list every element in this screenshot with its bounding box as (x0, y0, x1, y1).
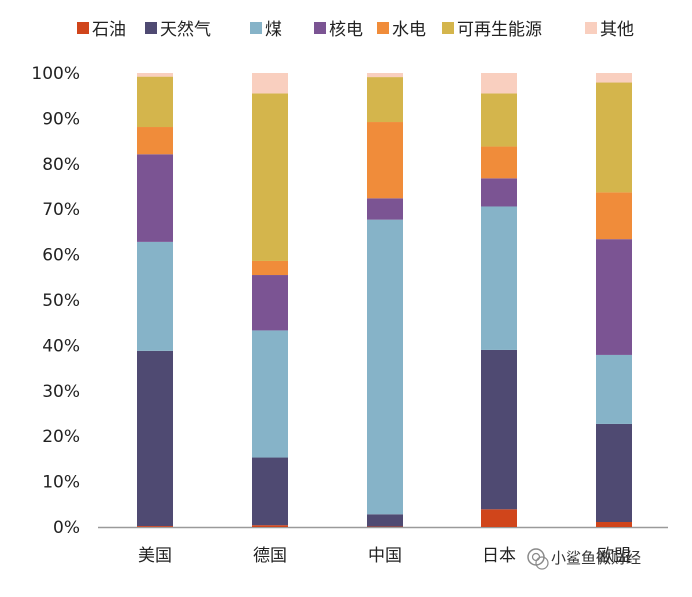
bar-segment-4 (367, 122, 403, 198)
bar-segment-5 (137, 77, 173, 127)
x-tick-label: 中国 (368, 546, 402, 566)
legend-swatch (77, 22, 89, 34)
bar-segment-4 (137, 127, 173, 154)
bar-segment-0 (481, 509, 517, 527)
legend-label: 核电 (329, 20, 363, 40)
bar-segment-2 (367, 220, 403, 515)
y-tick-label: 70% (42, 200, 80, 220)
legend-swatch (250, 22, 262, 34)
legend-label: 其他 (600, 20, 634, 40)
watermark-logo-icon (528, 549, 548, 569)
bar-segment-2 (252, 330, 288, 457)
y-axis: 0% 10% 20% 30% 40% 50% 60% 70% 80% 90% 100% (31, 64, 668, 538)
y-tick-label: 60% (42, 246, 80, 266)
bar-segment-6 (596, 73, 632, 83)
bar-segment-4 (252, 261, 288, 275)
watermark: 小鲨鱼微财经 (528, 549, 641, 569)
bar-segment-6 (481, 73, 517, 93)
y-tick-label: 20% (42, 427, 80, 447)
bar-segment-2 (481, 206, 517, 349)
legend-label: 石油 (92, 20, 126, 40)
bar-segment-5 (596, 83, 632, 193)
bar-segment-4 (596, 192, 632, 239)
legend-label: 天然气 (160, 20, 211, 40)
bar-segment-0 (137, 526, 173, 527)
legend-item-6: 其他 (585, 20, 634, 40)
legend-item-1: 天然气 (145, 20, 211, 40)
bar-segment-1 (137, 351, 173, 526)
y-tick-label: 80% (42, 155, 80, 175)
bar-stack-2 (367, 73, 403, 527)
bars (137, 73, 632, 527)
y-tick-label: 90% (42, 109, 80, 129)
watermark-text: 小鲨鱼微财经 (551, 549, 641, 567)
y-tick-label: 40% (42, 336, 80, 356)
bar-segment-3 (596, 239, 632, 355)
y-tick-label: 50% (42, 291, 80, 311)
bar-segment-1 (596, 424, 632, 522)
legend-label: 水电 (392, 20, 426, 40)
bar-segment-0 (252, 525, 288, 527)
legend-swatch (442, 22, 454, 34)
legend-item-3: 核电 (314, 20, 363, 40)
bar-segment-1 (481, 350, 517, 509)
y-tick-label: 10% (42, 473, 80, 493)
y-tick-label: 100% (31, 64, 80, 84)
y-tick-label: 30% (42, 382, 80, 402)
legend-swatch (585, 22, 597, 34)
bar-stack-4 (596, 73, 632, 527)
bar-stack-3 (481, 73, 517, 527)
bar-segment-5 (481, 93, 517, 146)
x-tick-label: 美国 (138, 546, 172, 566)
bar-stack-1 (252, 73, 288, 527)
bar-stack-0 (137, 73, 173, 527)
y-tick-label: 0% (53, 518, 80, 538)
bar-segment-3 (252, 275, 288, 330)
legend-item-2: 煤 (250, 20, 282, 40)
bar-segment-0 (596, 522, 632, 527)
bar-segment-6 (252, 73, 288, 93)
bar-segment-1 (252, 458, 288, 526)
bar-segment-2 (137, 242, 173, 351)
bar-segment-3 (137, 154, 173, 242)
bar-segment-2 (596, 355, 632, 424)
bar-segment-6 (137, 73, 173, 77)
bar-segment-3 (481, 178, 517, 206)
bar-segment-1 (367, 514, 403, 526)
bar-segment-5 (367, 77, 403, 122)
legend-swatch (145, 22, 157, 34)
bar-segment-6 (367, 73, 403, 77)
bar-segment-3 (367, 198, 403, 219)
bar-segment-5 (252, 93, 288, 261)
legend-item-4: 水电 (377, 20, 426, 40)
legend-swatch (377, 22, 389, 34)
legend-label: 煤 (265, 20, 282, 40)
legend-item-5: 可再生能源 (442, 20, 542, 40)
legend-item-0: 石油 (77, 20, 126, 40)
x-tick-label: 德国 (253, 546, 287, 566)
bar-segment-4 (481, 147, 517, 179)
legend-swatch (314, 22, 326, 34)
x-tick-label: 日本 (482, 546, 516, 566)
legend-label: 可再生能源 (457, 20, 542, 40)
legend: 石油 天然气 煤 核电 水电 可再生能源 其他 (77, 20, 634, 40)
